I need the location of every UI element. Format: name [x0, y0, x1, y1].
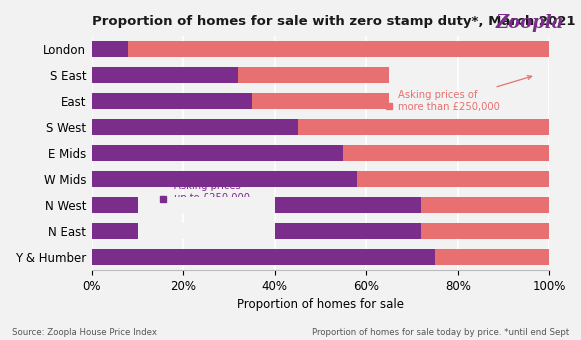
Bar [128, 41, 549, 57]
Bar [92, 197, 138, 213]
Bar [92, 249, 435, 265]
Bar [92, 223, 138, 239]
Bar [92, 171, 357, 187]
Bar [275, 223, 421, 239]
Bar [252, 93, 389, 109]
Bar [275, 197, 421, 213]
X-axis label: Proportion of homes for sale: Proportion of homes for sale [237, 299, 404, 311]
Bar [421, 197, 549, 213]
Bar [138, 223, 275, 239]
Bar [421, 223, 549, 239]
Bar [357, 171, 549, 187]
Bar [92, 93, 252, 109]
Bar [92, 67, 238, 83]
Bar [238, 67, 389, 83]
Text: Zoopla: Zoopla [496, 14, 564, 32]
Text: Source: Zoopla House Price Index: Source: Zoopla House Price Index [12, 328, 157, 337]
Bar [92, 41, 128, 57]
Bar [92, 145, 343, 161]
Bar [92, 119, 297, 135]
Text: Proportion of homes for sale with zero stamp duty*, March 2021: Proportion of homes for sale with zero s… [92, 15, 575, 28]
Text: Proportion of homes for sale today by price. *until end Sept: Proportion of homes for sale today by pr… [312, 328, 569, 337]
Bar [435, 249, 549, 265]
Bar [343, 145, 549, 161]
Bar [297, 119, 549, 135]
Text: Asking prices
up to £250,000: Asking prices up to £250,000 [142, 181, 250, 206]
Bar [138, 197, 275, 213]
Text: Asking prices of
more than £250,000: Asking prices of more than £250,000 [399, 75, 532, 112]
